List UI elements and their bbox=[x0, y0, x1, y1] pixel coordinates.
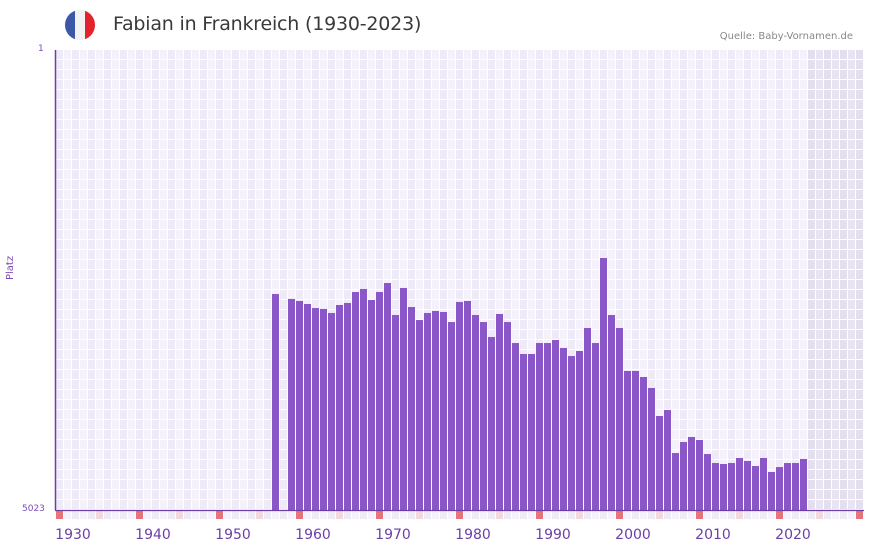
bar-2013[interactable] bbox=[720, 464, 727, 510]
x-tick-1940: 1940 bbox=[135, 527, 171, 543]
bar-2017[interactable] bbox=[752, 466, 759, 510]
bar-1992[interactable] bbox=[552, 339, 559, 510]
decade-marker bbox=[56, 511, 63, 519]
bar-1963[interactable] bbox=[320, 308, 327, 510]
bar-1990[interactable] bbox=[536, 343, 543, 510]
source-link[interactable]: Quelle: Baby-Vornamen.de bbox=[719, 31, 853, 42]
x-tick-1970: 1970 bbox=[375, 527, 411, 543]
y-tick-bottom: 5023 bbox=[22, 504, 45, 514]
x-tick-1950: 1950 bbox=[215, 527, 251, 543]
decade-marker bbox=[456, 511, 463, 519]
bar-2000[interactable] bbox=[616, 327, 623, 510]
bar-2006[interactable] bbox=[664, 409, 671, 510]
bar-2009[interactable] bbox=[688, 436, 695, 510]
bar-1972[interactable] bbox=[392, 314, 399, 510]
bar-1995[interactable] bbox=[576, 350, 583, 510]
bar-2012[interactable] bbox=[712, 463, 719, 510]
bar-1974[interactable] bbox=[408, 307, 415, 510]
bar-2011[interactable] bbox=[704, 454, 711, 510]
decade-marker bbox=[536, 511, 543, 519]
bar-1988[interactable] bbox=[520, 354, 527, 510]
x-tick-1980: 1980 bbox=[455, 527, 491, 543]
bar-1999[interactable] bbox=[608, 314, 615, 510]
bar-2007[interactable] bbox=[672, 453, 679, 510]
bar-1989[interactable] bbox=[528, 354, 535, 510]
bar-2016[interactable] bbox=[744, 460, 751, 510]
bar-2005[interactable] bbox=[656, 416, 663, 510]
bar-1967[interactable] bbox=[352, 291, 359, 510]
bar-1979[interactable] bbox=[448, 322, 455, 510]
bar-2001[interactable] bbox=[624, 370, 631, 510]
bar-1964[interactable] bbox=[328, 312, 335, 510]
bar-1998[interactable] bbox=[600, 258, 607, 510]
flag-stripe-blue bbox=[65, 10, 75, 40]
decade-marker bbox=[376, 511, 383, 519]
bar-1987[interactable] bbox=[512, 343, 519, 510]
bar-1966[interactable] bbox=[344, 302, 351, 510]
bar-1969[interactable] bbox=[368, 299, 375, 510]
y-tick-top: 1 bbox=[38, 44, 44, 54]
bar-1996[interactable] bbox=[584, 327, 591, 510]
bar-1970[interactable] bbox=[376, 291, 383, 510]
bar-1983[interactable] bbox=[480, 322, 487, 510]
bar-1980[interactable] bbox=[456, 301, 463, 510]
bar-2022[interactable] bbox=[792, 463, 799, 510]
bar-1968[interactable] bbox=[360, 288, 367, 510]
bar-1965[interactable] bbox=[336, 305, 343, 510]
bar-1977[interactable] bbox=[432, 310, 439, 510]
bar-2003[interactable] bbox=[640, 377, 647, 510]
bar-1993[interactable] bbox=[560, 347, 567, 510]
bar-2021[interactable] bbox=[784, 463, 791, 510]
x-tick-2000: 2000 bbox=[615, 527, 651, 543]
bar-1960[interactable] bbox=[296, 300, 303, 510]
flag-stripe-white bbox=[75, 10, 85, 40]
bar-1973[interactable] bbox=[400, 287, 407, 510]
bar-1997[interactable] bbox=[592, 343, 599, 510]
x-tick-1930: 1930 bbox=[55, 527, 91, 543]
decade-marker bbox=[616, 511, 623, 519]
bar-2008[interactable] bbox=[680, 442, 687, 510]
x-tick-1960: 1960 bbox=[295, 527, 331, 543]
bar-2023[interactable] bbox=[800, 458, 807, 510]
bar-1982[interactable] bbox=[472, 314, 479, 510]
flag-stripe-red bbox=[85, 10, 95, 40]
bar-1985[interactable] bbox=[496, 313, 503, 510]
decade-marker bbox=[696, 511, 703, 519]
bar-1961[interactable] bbox=[304, 303, 311, 510]
chart-title: Fabian in Frankreich (1930-2023) bbox=[113, 13, 422, 35]
bar-1981[interactable] bbox=[464, 300, 471, 510]
bar-1971[interactable] bbox=[384, 283, 391, 510]
bar-2014[interactable] bbox=[728, 463, 735, 510]
bar-2004[interactable] bbox=[648, 387, 655, 510]
bar-1976[interactable] bbox=[424, 312, 431, 510]
x-tick-1990: 1990 bbox=[535, 527, 571, 543]
bar-2018[interactable] bbox=[760, 457, 767, 510]
decade-marker bbox=[296, 511, 303, 519]
bar-1986[interactable] bbox=[504, 322, 511, 510]
bar-1991[interactable] bbox=[544, 343, 551, 510]
bar-1957[interactable] bbox=[272, 294, 279, 510]
bar-2020[interactable] bbox=[776, 467, 783, 510]
bar-1978[interactable] bbox=[440, 311, 447, 510]
x-tick-2010: 2010 bbox=[695, 527, 731, 543]
bar-2010[interactable] bbox=[696, 440, 703, 510]
bar-1962[interactable] bbox=[312, 308, 319, 510]
france-flag-icon bbox=[65, 10, 95, 40]
decade-marker bbox=[216, 511, 223, 519]
bar-1959[interactable] bbox=[288, 298, 295, 510]
bar-2015[interactable] bbox=[736, 457, 743, 510]
bar-2019[interactable] bbox=[768, 471, 775, 510]
bar-1984[interactable] bbox=[488, 336, 495, 510]
bar-2002[interactable] bbox=[632, 370, 639, 510]
decade-marker bbox=[856, 511, 863, 519]
x-tick-2020: 2020 bbox=[775, 527, 811, 543]
bar-1994[interactable] bbox=[568, 356, 575, 510]
bar-1975[interactable] bbox=[416, 320, 423, 510]
decade-marker bbox=[136, 511, 143, 519]
decade-marker bbox=[776, 511, 783, 519]
